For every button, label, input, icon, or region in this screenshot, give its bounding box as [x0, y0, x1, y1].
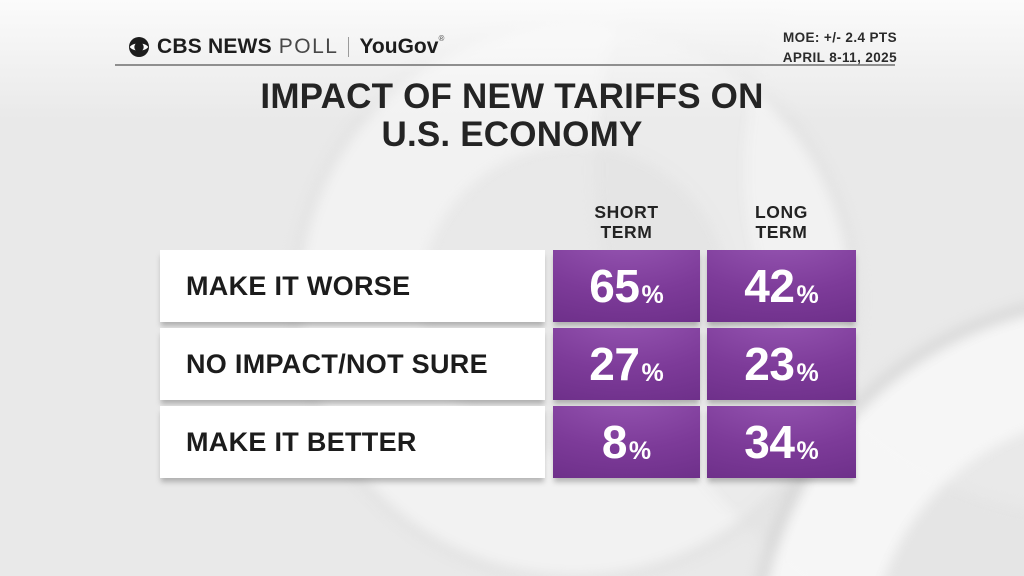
cell-no-impact-short-term: 27% — [553, 328, 700, 400]
brand-divider — [348, 37, 350, 57]
value: 42 — [744, 260, 795, 312]
value: 65 — [589, 260, 640, 312]
page-title: IMPACT OF NEW TARIFFS ON U.S. ECONOMY — [0, 78, 1024, 154]
value: 23 — [744, 338, 795, 390]
row-label-make-it-better: MAKE IT BETTER — [160, 406, 545, 478]
value: 34 — [744, 416, 795, 468]
cell-no-impact-long-term: 23% — [707, 328, 856, 400]
column-header-long-term: LONG TERM — [755, 202, 808, 243]
brand-poll: POLL — [278, 35, 339, 58]
moe-block: MOE: +/- 2.4 PTS APRIL 8-11, 2025 — [783, 28, 897, 67]
value: 27 — [589, 338, 640, 390]
cell-better-short-term: 8% — [553, 406, 700, 478]
title-line-2: U.S. ECONOMY — [381, 114, 643, 154]
percent-sign: % — [628, 436, 652, 465]
moe-line: MOE: +/- 2.4 PTS — [782, 30, 897, 45]
title-line-1: IMPACT OF NEW TARIFFS ON — [260, 77, 764, 116]
row-label-no-impact: NO IMPACT/NOT SURE — [160, 328, 545, 400]
percent-sign: % — [641, 280, 664, 309]
cell-better-long-term: 34% — [707, 406, 856, 478]
date-range: APRIL 8-11, 2025 — [782, 49, 897, 65]
percent-sign: % — [796, 436, 819, 465]
brand-cbs-news: CBS NEWS — [157, 35, 272, 58]
column-header-short-term: SHORT TERM — [594, 202, 659, 243]
value: 8 — [601, 416, 628, 468]
cbs-eye-icon — [128, 36, 150, 58]
brand-yougov: YouGov® — [359, 34, 445, 59]
percent-sign: % — [641, 358, 664, 387]
header-rule — [115, 64, 895, 66]
cell-worse-long-term: 42% — [707, 250, 856, 322]
row-label-make-it-worse: MAKE IT WORSE — [160, 250, 545, 322]
cell-worse-short-term: 65% — [553, 250, 700, 322]
registered-mark: ® — [438, 34, 445, 43]
brand-lockup: CBS NEWS POLL YouGov® — [128, 35, 444, 59]
percent-sign: % — [796, 280, 819, 309]
percent-sign: % — [796, 358, 819, 387]
